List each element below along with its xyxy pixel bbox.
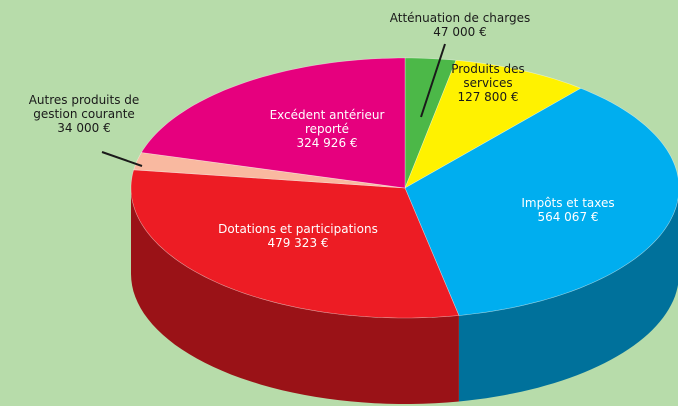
value-label: 479 323 € bbox=[267, 236, 329, 250]
leader-line bbox=[101, 151, 143, 167]
slice bbox=[404, 59, 582, 189]
slice-side bbox=[131, 188, 459, 404]
category-label: Produits des services bbox=[451, 62, 525, 90]
value-label: 127 800 € bbox=[457, 90, 519, 104]
slice bbox=[140, 57, 406, 189]
slice-label: Produits des services 127 800 € bbox=[448, 62, 528, 104]
slice-side bbox=[458, 198, 678, 402]
slice-label: Autres produits de gestion courante 34 00… bbox=[9, 93, 159, 135]
slice-label: Dotations et participations 479 323 € bbox=[188, 222, 408, 250]
slice-label: Impôts et taxes 564 067 € bbox=[498, 196, 638, 224]
slice bbox=[130, 169, 460, 319]
category-label: Atténuation de charges bbox=[389, 11, 531, 25]
value-label: 34 000 € bbox=[57, 121, 111, 135]
pie-tops bbox=[130, 57, 678, 319]
slice-label: Atténuation de charges 47 000 € bbox=[360, 11, 560, 39]
category-label: Excédent antérieur reporté bbox=[269, 108, 385, 136]
leader-line bbox=[420, 43, 446, 118]
category-label: Dotations et participations bbox=[218, 222, 378, 236]
pie-sides bbox=[131, 188, 678, 404]
value-label: 564 067 € bbox=[537, 210, 599, 224]
value-label: 47 000 € bbox=[433, 25, 487, 39]
slice-label: Excédent antérieur reporté 324 926 € bbox=[262, 108, 392, 150]
slice bbox=[404, 87, 678, 316]
category-label: Autres produits de gestion courante bbox=[28, 93, 140, 121]
category-label: Impôts et taxes bbox=[521, 196, 615, 210]
value-label: 324 926 € bbox=[296, 136, 358, 150]
